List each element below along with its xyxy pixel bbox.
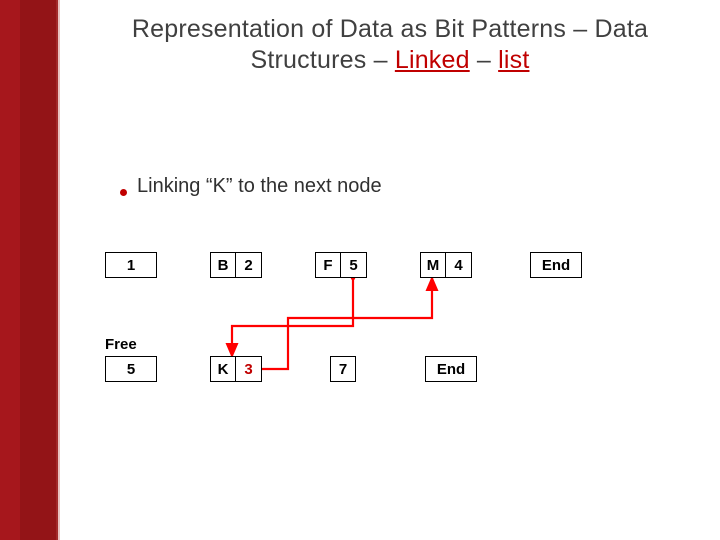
cell: End [425, 356, 477, 382]
node-top-end_top: End [530, 252, 582, 278]
title-accent-2: list [498, 46, 529, 74]
cell: M [420, 252, 446, 278]
cell: 2 [236, 252, 262, 278]
node-top-M: M4 [420, 252, 472, 278]
cell: K [210, 356, 236, 382]
arrow [232, 278, 353, 356]
node-bot-slot7: 7 [330, 356, 356, 382]
node-bot-free5: 5 [105, 356, 157, 382]
title-mid: – [470, 46, 498, 74]
cell: 1 [105, 252, 157, 278]
left-accent [56, 0, 60, 540]
title-prefix: Representation of Data as Bit Patterns –… [132, 15, 648, 74]
title-accent-1: Linked [395, 46, 470, 74]
cell: End [530, 252, 582, 278]
node-top-F: F5 [315, 252, 367, 278]
free-label: Free [105, 336, 137, 353]
page-title: Representation of Data as Bit Patterns –… [100, 14, 680, 77]
cell: 7 [330, 356, 356, 382]
left-bar-inner [20, 0, 58, 540]
cell: 4 [446, 252, 472, 278]
bullet-row: Linking “K” to the next node [120, 175, 382, 198]
node-top-B: B2 [210, 252, 262, 278]
bullet-dot-icon [120, 189, 127, 196]
cell: 3 [236, 356, 262, 382]
cell: 5 [341, 252, 367, 278]
node-bot-end_bot: End [425, 356, 477, 382]
cell: 5 [105, 356, 157, 382]
cell: B [210, 252, 236, 278]
cell: F [315, 252, 341, 278]
node-top-start: 1 [105, 252, 157, 278]
node-bot-K: K3 [210, 356, 262, 382]
bullet-text: Linking “K” to the next node [137, 175, 382, 198]
